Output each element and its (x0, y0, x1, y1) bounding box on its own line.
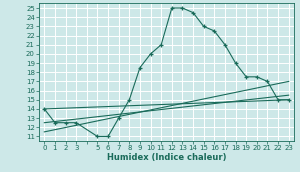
X-axis label: Humidex (Indice chaleur): Humidex (Indice chaleur) (107, 153, 226, 162)
